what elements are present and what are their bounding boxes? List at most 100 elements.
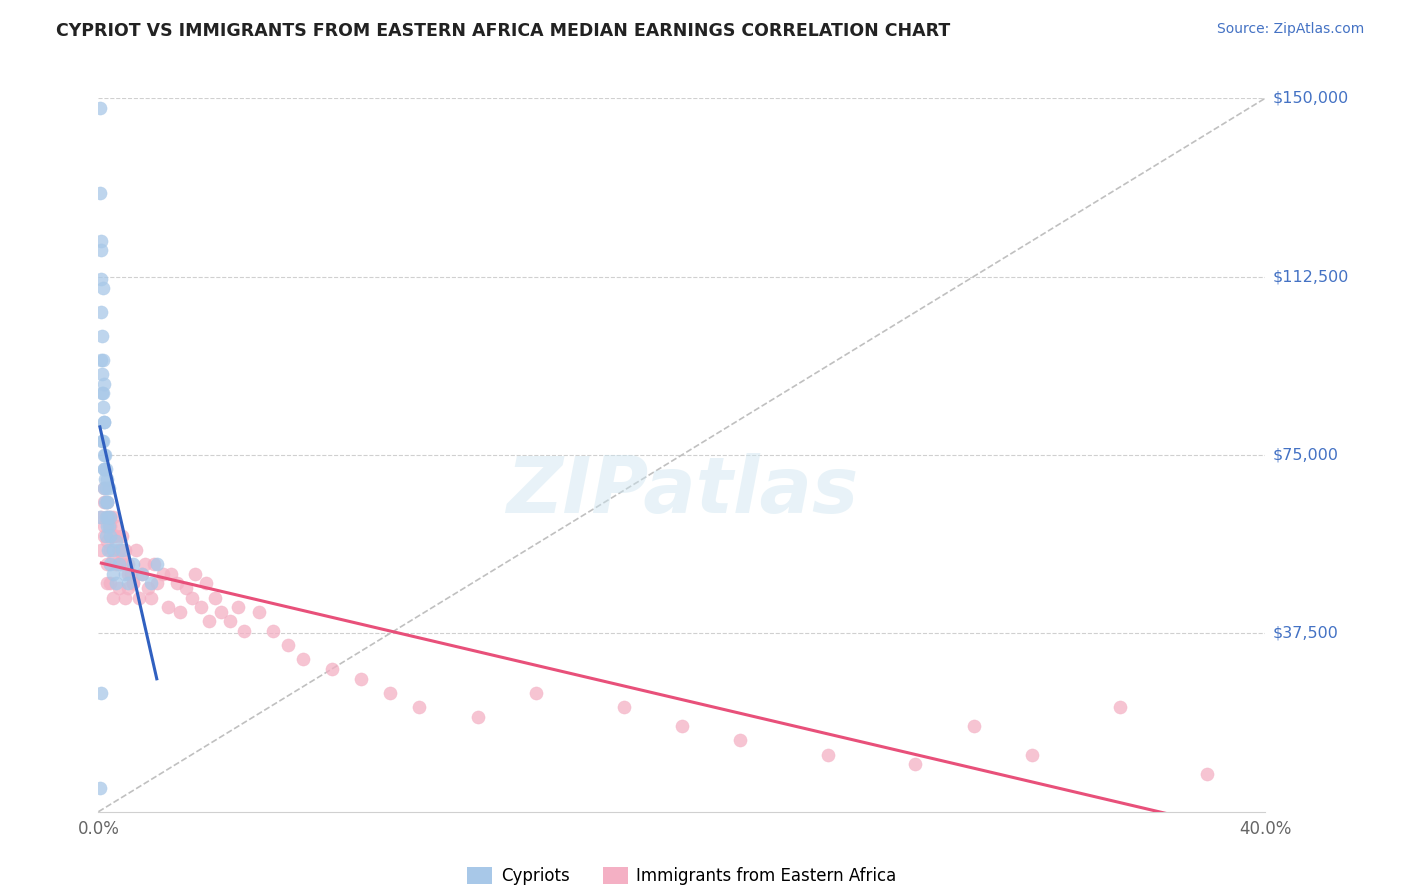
Point bbox=[91, 401, 114, 415]
Point bbox=[97, 481, 120, 495]
Point bbox=[108, 543, 131, 558]
Point bbox=[89, 186, 111, 201]
Point bbox=[97, 543, 120, 558]
Point bbox=[101, 543, 124, 558]
Point bbox=[408, 700, 430, 714]
Point bbox=[91, 434, 114, 448]
Point bbox=[104, 558, 127, 572]
Text: $112,500: $112,500 bbox=[1272, 269, 1348, 284]
Point bbox=[671, 719, 693, 733]
Point bbox=[93, 448, 115, 462]
Text: ZIPatlas: ZIPatlas bbox=[506, 452, 858, 529]
Point bbox=[1195, 766, 1218, 780]
Point bbox=[125, 543, 148, 558]
Point bbox=[174, 581, 197, 595]
Point bbox=[120, 566, 142, 581]
Text: Source: ZipAtlas.com: Source: ZipAtlas.com bbox=[1216, 22, 1364, 37]
Point bbox=[111, 552, 134, 566]
Point bbox=[98, 529, 121, 543]
Text: $150,000: $150,000 bbox=[1272, 91, 1348, 105]
Point bbox=[94, 462, 117, 476]
Point bbox=[114, 591, 136, 605]
Point bbox=[117, 566, 139, 581]
Point bbox=[117, 581, 139, 595]
Point bbox=[90, 386, 112, 401]
Point bbox=[98, 509, 121, 524]
Point bbox=[97, 519, 120, 533]
Point bbox=[94, 481, 117, 495]
Point bbox=[152, 566, 174, 581]
Point bbox=[180, 591, 202, 605]
Point bbox=[131, 566, 153, 581]
Point bbox=[350, 672, 373, 686]
Point bbox=[96, 472, 118, 486]
Point bbox=[101, 566, 124, 581]
Point bbox=[108, 581, 131, 595]
Point bbox=[524, 686, 547, 700]
Point bbox=[122, 576, 145, 591]
Point bbox=[114, 543, 136, 558]
Point bbox=[93, 434, 115, 448]
Point bbox=[98, 509, 121, 524]
Point bbox=[195, 576, 218, 591]
Point bbox=[198, 615, 221, 629]
Point bbox=[228, 600, 250, 615]
Point bbox=[94, 529, 117, 543]
Point bbox=[96, 509, 118, 524]
Point bbox=[90, 329, 112, 343]
Point bbox=[247, 605, 270, 619]
Point bbox=[262, 624, 284, 638]
Point bbox=[122, 576, 145, 591]
Point bbox=[96, 576, 118, 591]
Text: $75,000: $75,000 bbox=[1272, 448, 1339, 462]
Point bbox=[98, 576, 121, 591]
Point bbox=[93, 495, 115, 509]
Point bbox=[93, 415, 115, 429]
Point bbox=[183, 566, 205, 581]
Point bbox=[1108, 700, 1130, 714]
Point bbox=[160, 566, 183, 581]
Point bbox=[101, 509, 124, 524]
Point bbox=[93, 376, 115, 391]
Point bbox=[97, 509, 120, 524]
Point bbox=[91, 281, 114, 295]
Point bbox=[90, 234, 112, 248]
Point bbox=[90, 686, 112, 700]
Point bbox=[117, 558, 139, 572]
Point bbox=[108, 543, 131, 558]
Point bbox=[96, 519, 118, 533]
Point bbox=[96, 533, 118, 548]
Point bbox=[146, 576, 169, 591]
Point bbox=[904, 757, 927, 772]
Point bbox=[91, 352, 114, 367]
Point bbox=[142, 558, 165, 572]
Text: $37,500: $37,500 bbox=[1272, 626, 1339, 640]
Point bbox=[93, 481, 115, 495]
Point bbox=[93, 481, 115, 495]
Point bbox=[131, 566, 153, 581]
Point bbox=[104, 519, 127, 533]
Point bbox=[90, 352, 112, 367]
Point bbox=[612, 700, 634, 714]
Point bbox=[89, 101, 111, 115]
Point bbox=[104, 529, 127, 543]
Point bbox=[467, 709, 489, 723]
Point bbox=[93, 529, 115, 543]
Text: CYPRIOT VS IMMIGRANTS FROM EASTERN AFRICA MEDIAN EARNINGS CORRELATION CHART: CYPRIOT VS IMMIGRANTS FROM EASTERN AFRIC… bbox=[56, 22, 950, 40]
Point bbox=[166, 576, 188, 591]
Point bbox=[90, 272, 112, 286]
Point bbox=[101, 591, 124, 605]
Point bbox=[90, 305, 112, 319]
Point bbox=[96, 495, 118, 509]
Point bbox=[218, 615, 240, 629]
Point bbox=[378, 686, 402, 700]
Point bbox=[93, 519, 115, 533]
Point bbox=[728, 733, 751, 747]
Point bbox=[98, 519, 121, 533]
Point bbox=[157, 600, 180, 615]
Point bbox=[190, 600, 212, 615]
Point bbox=[98, 543, 121, 558]
Point bbox=[108, 558, 131, 572]
Point bbox=[233, 624, 256, 638]
Legend: Cypriots, Immigrants from Eastern Africa: Cypriots, Immigrants from Eastern Africa bbox=[467, 867, 897, 886]
